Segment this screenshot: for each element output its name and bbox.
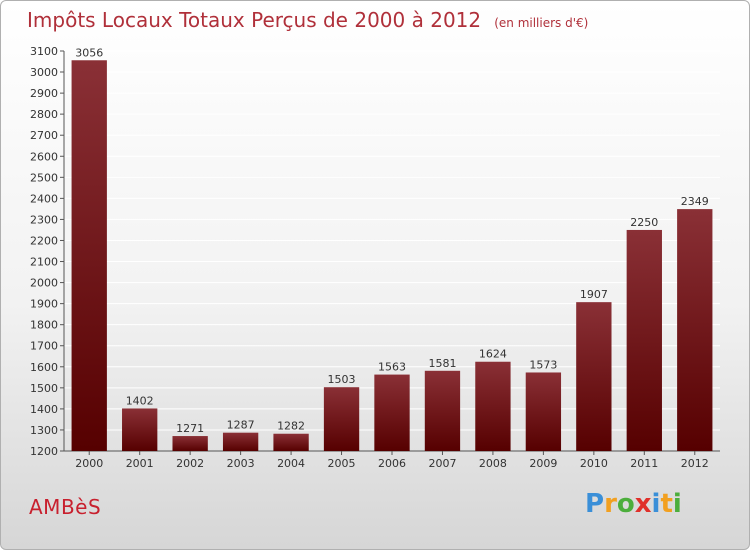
y-tick-label: 1700 [30,340,58,353]
logo-letter: P [585,489,605,519]
y-tick-label: 2800 [30,108,58,121]
bar-2004 [273,433,309,451]
bar-2001 [122,408,158,451]
y-tick-label: 1800 [30,319,58,332]
y-tick-label: 3100 [30,45,58,58]
x-tick-label-2003: 2003 [227,457,255,470]
chart-unit: (en milliers d'€) [494,16,589,30]
x-tick-label-2008: 2008 [479,457,507,470]
y-tick-label: 1900 [30,298,58,311]
data-label-2000: 3056 [75,46,103,59]
y-tick-label: 2900 [30,87,58,100]
logo-letter: i [672,489,682,519]
data-label-2012: 2349 [681,195,709,208]
y-tick-label: 3000 [30,66,58,79]
logo-letter: i [651,489,661,519]
bar-2009 [525,372,562,451]
x-tick-label-2010: 2010 [580,457,608,470]
y-tick-label: 2100 [30,256,58,269]
commune-name: AMBèS [29,495,102,519]
data-label-2011: 2250 [630,216,658,229]
x-tick-label-2000: 2000 [75,457,103,470]
data-label-2001: 1402 [126,394,154,407]
bar-2005 [323,387,360,451]
data-label-2004: 1282 [277,420,305,433]
y-tick-label: 1500 [30,382,58,395]
y-tick-labels: 1200 1300 1400 1500 1600 1700 1800 1900 2000 2100… [30,45,58,458]
bar-2012 [677,209,713,451]
chart-title-block: Impôts Locaux Totaux Perçus de 2000 à 20… [27,8,588,32]
y-tick-label: 2400 [30,192,58,205]
data-labels: 3056 1402 1271 1287 1282 1503 1563 1581 1624 1573… [75,46,709,435]
x-tick-labels: 2000 2001 2002 2003 2004 2005 2006 2007 2008 2009… [75,457,709,470]
bars [71,60,713,452]
bar-2003 [222,432,259,451]
logo-letter: r [604,489,617,519]
y-tick-label: 1600 [30,361,58,374]
logo-letter: o [616,489,635,519]
x-tick-label-2011: 2011 [630,457,658,470]
logo-letter: t [660,489,673,519]
data-label-2006: 1563 [378,361,406,374]
x-tick-label-2001: 2001 [126,457,154,470]
y-tick-label: 2500 [30,171,58,184]
x-tick-label-2004: 2004 [277,457,305,470]
data-label-2008: 1624 [479,348,507,361]
data-label-2007: 1581 [428,357,456,370]
y-tick-label: 2000 [30,277,58,290]
data-label-2009: 1573 [529,358,557,371]
bar-2000 [71,60,107,452]
x-tick-label-2012: 2012 [681,457,709,470]
bar-2008 [475,361,511,451]
x-tick-label-2006: 2006 [378,457,406,470]
x-tick-label-2009: 2009 [529,457,557,470]
chart-title: Impôts Locaux Totaux Perçus de 2000 à 20… [27,8,482,32]
bar-2007 [424,370,461,451]
y-tick-label: 1300 [30,424,58,437]
bar-2010 [576,302,612,451]
bar-2011 [626,229,662,451]
bar-2006 [374,374,410,451]
data-label-2005: 1503 [328,373,356,386]
y-tick-label: 1200 [30,445,58,458]
x-tick-label-2002: 2002 [176,457,204,470]
x-tick-label-2005: 2005 [328,457,356,470]
y-tick-label: 2600 [30,150,58,163]
x-tick-label-2007: 2007 [428,457,456,470]
data-label-2002: 1271 [176,422,204,435]
data-label-2003: 1287 [227,419,255,432]
data-label-2010: 1907 [580,288,608,301]
proxiti-logo: Proxiti [585,489,682,519]
logo-letter: x [634,489,652,519]
y-tick-label: 2200 [30,234,58,247]
y-tick-label: 2300 [30,213,58,226]
bar-2002 [172,436,208,451]
y-tick-label: 2700 [30,129,58,142]
y-tick-label: 1400 [30,403,58,416]
